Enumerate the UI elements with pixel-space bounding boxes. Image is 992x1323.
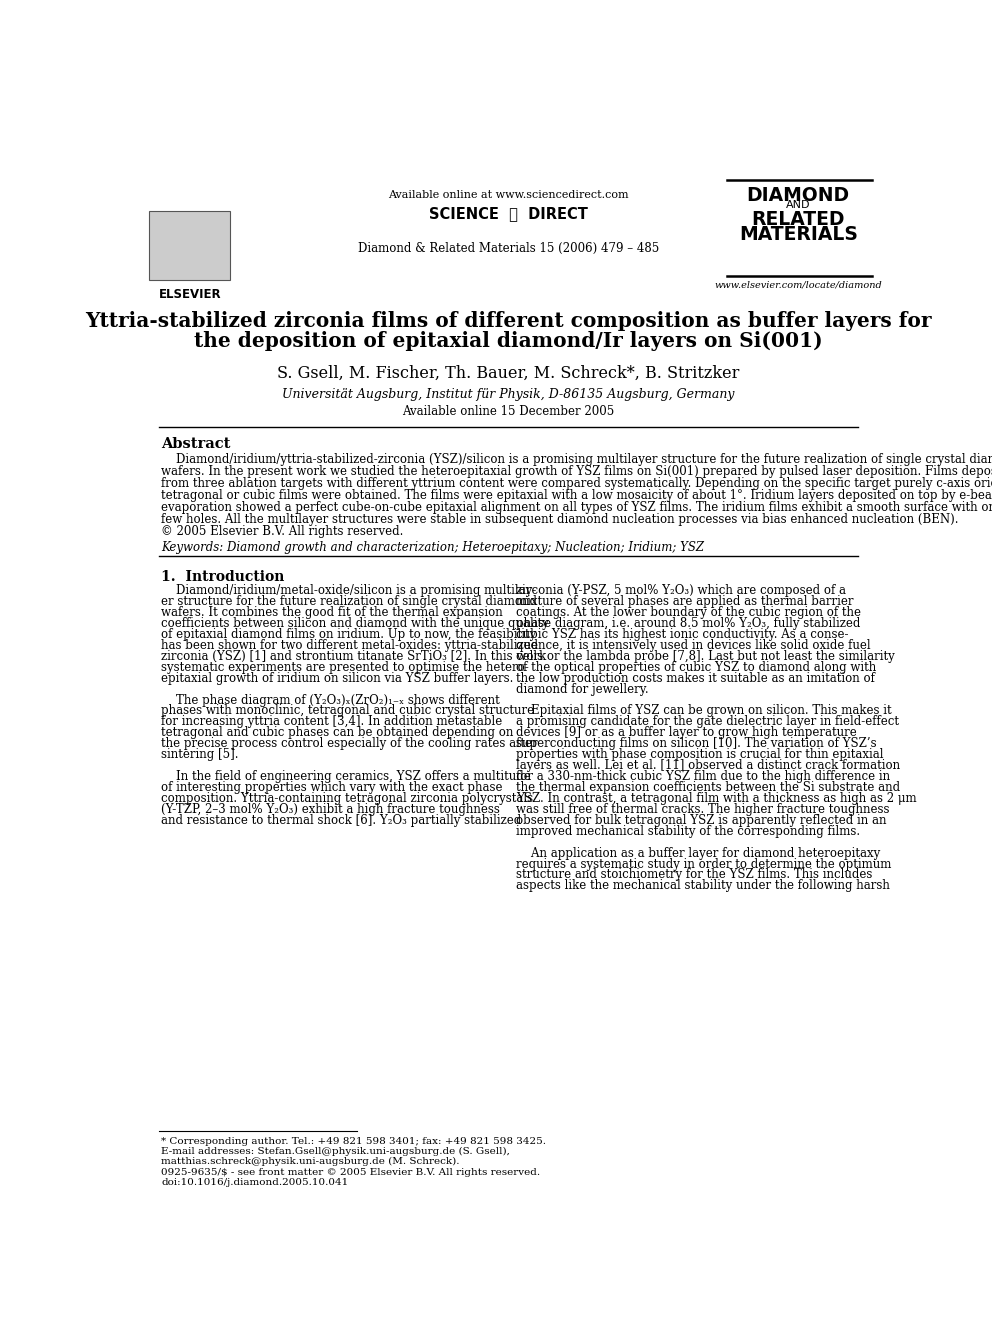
Text: structure and stoichiometry for the YSZ films. This includes: structure and stoichiometry for the YSZ … bbox=[516, 868, 873, 881]
Text: evaporation showed a perfect cube-on-cube epitaxial alignment on all types of YS: evaporation showed a perfect cube-on-cub… bbox=[161, 500, 992, 513]
Text: © 2005 Elsevier B.V. All rights reserved.: © 2005 Elsevier B.V. All rights reserved… bbox=[161, 524, 404, 537]
Text: E-mail addresses: Stefan.Gsell@physik.uni-augsburg.de (S. Gsell),: E-mail addresses: Stefan.Gsell@physik.un… bbox=[161, 1147, 510, 1156]
Text: coefficients between silicon and diamond with the unique quality: coefficients between silicon and diamond… bbox=[161, 617, 549, 630]
Text: Universität Augsburg, Institut für Physik, D-86135 Augsburg, Germany: Universität Augsburg, Institut für Physi… bbox=[282, 388, 735, 401]
Text: Yttria-stabilized zirconia films of different composition as buffer layers for: Yttria-stabilized zirconia films of diff… bbox=[85, 311, 931, 331]
Text: 0925-9635/$ - see front matter © 2005 Elsevier B.V. All rights reserved.: 0925-9635/$ - see front matter © 2005 El… bbox=[161, 1168, 541, 1177]
Text: a promising candidate for the gate dielectric layer in field-effect: a promising candidate for the gate diele… bbox=[516, 716, 899, 729]
Text: ELSEVIER: ELSEVIER bbox=[159, 288, 221, 302]
Text: zirconia (Y-PSZ, 5 mol% Y₂O₃) which are composed of a: zirconia (Y-PSZ, 5 mol% Y₂O₃) which are … bbox=[516, 585, 846, 597]
Text: of the optical properties of cubic YSZ to diamond along with: of the optical properties of cubic YSZ t… bbox=[516, 660, 876, 673]
Text: epitaxial growth of iridium on silicon via YSZ buffer layers.: epitaxial growth of iridium on silicon v… bbox=[161, 672, 514, 685]
Text: improved mechanical stability of the corresponding films.: improved mechanical stability of the cor… bbox=[516, 824, 860, 837]
Text: tetragonal or cubic films were obtained. The films were epitaxial with a low mos: tetragonal or cubic films were obtained.… bbox=[161, 488, 992, 501]
Text: of epitaxial diamond films on iridium. Up to now, the feasibility: of epitaxial diamond films on iridium. U… bbox=[161, 628, 537, 640]
Text: RELATED: RELATED bbox=[752, 209, 845, 229]
Text: SCIENCE  ⓐ  DIRECT: SCIENCE ⓐ DIRECT bbox=[429, 206, 588, 221]
Text: phases with monoclinic, tetragonal and cubic crystal structure: phases with monoclinic, tetragonal and c… bbox=[161, 704, 535, 717]
Text: of interesting properties which vary with the exact phase: of interesting properties which vary wit… bbox=[161, 781, 503, 794]
Text: from three ablation targets with different yttrium content were compared systema: from three ablation targets with differe… bbox=[161, 476, 992, 490]
Text: few holes. All the multilayer structures were stable in subsequent diamond nucle: few holes. All the multilayer structures… bbox=[161, 512, 958, 525]
Text: In the field of engineering ceramics, YSZ offers a multitude: In the field of engineering ceramics, YS… bbox=[161, 770, 531, 783]
Text: diamond for jewellery.: diamond for jewellery. bbox=[516, 683, 649, 696]
Text: Epitaxial films of YSZ can be grown on silicon. This makes it: Epitaxial films of YSZ can be grown on s… bbox=[516, 704, 892, 717]
Text: superconducting films on silicon [10]. The variation of YSZ’s: superconducting films on silicon [10]. T… bbox=[516, 737, 877, 750]
Text: systematic experiments are presented to optimise the hetero-: systematic experiments are presented to … bbox=[161, 660, 529, 673]
Text: the deposition of epitaxial diamond/Ir layers on Si(001): the deposition of epitaxial diamond/Ir l… bbox=[194, 331, 822, 351]
Text: properties with phase composition is crucial for thin epitaxial: properties with phase composition is cru… bbox=[516, 749, 884, 761]
Text: composition. Yttria-containing tetragonal zirconia polycrystals: composition. Yttria-containing tetragona… bbox=[161, 792, 534, 804]
Text: AND: AND bbox=[786, 200, 810, 210]
Text: Diamond/iridium/metal-oxide/silicon is a promising multilay-: Diamond/iridium/metal-oxide/silicon is a… bbox=[161, 585, 537, 597]
Text: layers as well. Lei et al. [11] observed a distinct crack formation: layers as well. Lei et al. [11] observed… bbox=[516, 759, 901, 773]
Text: sintering [5].: sintering [5]. bbox=[161, 749, 239, 761]
Text: Available online at www.sciencedirect.com: Available online at www.sciencedirect.co… bbox=[388, 189, 629, 200]
Text: * Corresponding author. Tel.: +49 821 598 3401; fax: +49 821 598 3425.: * Corresponding author. Tel.: +49 821 59… bbox=[161, 1136, 547, 1146]
Text: DIAMOND: DIAMOND bbox=[747, 185, 850, 205]
Text: the thermal expansion coefficients between the Si substrate and: the thermal expansion coefficients betwe… bbox=[516, 781, 901, 794]
Text: aspects like the mechanical stability under the following harsh: aspects like the mechanical stability un… bbox=[516, 880, 890, 893]
Text: Diamond & Related Materials 15 (2006) 479 – 485: Diamond & Related Materials 15 (2006) 47… bbox=[358, 242, 659, 255]
Text: the precise process control especially of the cooling rates after: the precise process control especially o… bbox=[161, 737, 538, 750]
Text: Keywords: Diamond growth and characterization; Heteroepitaxy; Nucleation; Iridiu: Keywords: Diamond growth and characteriz… bbox=[161, 541, 704, 554]
Text: cells or the lambda probe [7,8]. Last but not least the similarity: cells or the lambda probe [7,8]. Last bu… bbox=[516, 650, 895, 663]
Text: phase diagram, i.e. around 8.5 mol% Y₂O₃, fully stabilized: phase diagram, i.e. around 8.5 mol% Y₂O₃… bbox=[516, 617, 860, 630]
Text: wafers. It combines the good fit of the thermal expansion: wafers. It combines the good fit of the … bbox=[161, 606, 503, 619]
Text: An application as a buffer layer for diamond heteroepitaxy: An application as a buffer layer for dia… bbox=[516, 847, 881, 860]
Text: requires a systematic study in order to determine the optimum: requires a systematic study in order to … bbox=[516, 857, 892, 871]
Text: quence, it is intensively used in devices like solid oxide fuel: quence, it is intensively used in device… bbox=[516, 639, 871, 652]
Text: MATERIALS: MATERIALS bbox=[739, 225, 858, 243]
Text: (Y-TZP, 2–3 mol% Y₂O₃) exhibit a high fracture toughness: (Y-TZP, 2–3 mol% Y₂O₃) exhibit a high fr… bbox=[161, 803, 500, 816]
Text: cubic YSZ has its highest ionic conductivity. As a conse-: cubic YSZ has its highest ionic conducti… bbox=[516, 628, 848, 640]
Text: mixture of several phases are applied as thermal barrier: mixture of several phases are applied as… bbox=[516, 595, 854, 609]
Text: 1.  Introduction: 1. Introduction bbox=[161, 570, 285, 585]
Text: wafers. In the present work we studied the heteroepitaxial growth of YSZ films o: wafers. In the present work we studied t… bbox=[161, 464, 992, 478]
Text: tetragonal and cubic phases can be obtained depending on: tetragonal and cubic phases can be obtai… bbox=[161, 726, 514, 740]
Text: was still free of thermal cracks. The higher fracture toughness: was still free of thermal cracks. The hi… bbox=[516, 803, 890, 816]
Text: has been shown for two different metal-oxides: yttria-stabilized: has been shown for two different metal-o… bbox=[161, 639, 539, 652]
Text: matthias.schreck@physik.uni-augsburg.de (M. Schreck).: matthias.schreck@physik.uni-augsburg.de … bbox=[161, 1156, 459, 1166]
Text: observed for bulk tetragonal YSZ is apparently reflected in an: observed for bulk tetragonal YSZ is appa… bbox=[516, 814, 887, 827]
Text: S. Gsell, M. Fischer, Th. Bauer, M. Schreck*, B. Stritzker: S. Gsell, M. Fischer, Th. Bauer, M. Schr… bbox=[277, 365, 740, 382]
Text: for a 330-nm-thick cubic YSZ film due to the high difference in: for a 330-nm-thick cubic YSZ film due to… bbox=[516, 770, 890, 783]
Bar bbox=[149, 212, 230, 280]
Text: Abstract: Abstract bbox=[161, 438, 230, 451]
Text: The phase diagram of (Y₂O₃)ₓ(ZrO₂)₁₋ₓ shows different: The phase diagram of (Y₂O₃)ₓ(ZrO₂)₁₋ₓ sh… bbox=[161, 693, 500, 706]
Text: www.elsevier.com/locate/diamond: www.elsevier.com/locate/diamond bbox=[714, 280, 882, 290]
Text: the low production costs makes it suitable as an imitation of: the low production costs makes it suitab… bbox=[516, 672, 875, 685]
Text: doi:10.1016/j.diamond.2005.10.041: doi:10.1016/j.diamond.2005.10.041 bbox=[161, 1179, 348, 1187]
Text: coatings. At the lower boundary of the cubic region of the: coatings. At the lower boundary of the c… bbox=[516, 606, 861, 619]
Text: Diamond/iridium/yttria-stabilized-zirconia (YSZ)/silicon is a promising multilay: Diamond/iridium/yttria-stabilized-zircon… bbox=[161, 452, 992, 466]
Text: Available online 15 December 2005: Available online 15 December 2005 bbox=[403, 405, 614, 418]
Text: devices [9] or as a buffer layer to grow high temperature: devices [9] or as a buffer layer to grow… bbox=[516, 726, 857, 740]
Text: YSZ. In contrast, a tetragonal film with a thickness as high as 2 μm: YSZ. In contrast, a tetragonal film with… bbox=[516, 792, 917, 804]
Text: for increasing yttria content [3,4]. In addition metastable: for increasing yttria content [3,4]. In … bbox=[161, 716, 503, 729]
Text: er structure for the future realization of single crystal diamond: er structure for the future realization … bbox=[161, 595, 538, 609]
Text: zirconia (YSZ) [1] and strontium titanate SrTiO₃ [2]. In this work: zirconia (YSZ) [1] and strontium titanat… bbox=[161, 650, 547, 663]
Text: and resistance to thermal shock [6]. Y₂O₃ partially stabilized: and resistance to thermal shock [6]. Y₂O… bbox=[161, 814, 522, 827]
